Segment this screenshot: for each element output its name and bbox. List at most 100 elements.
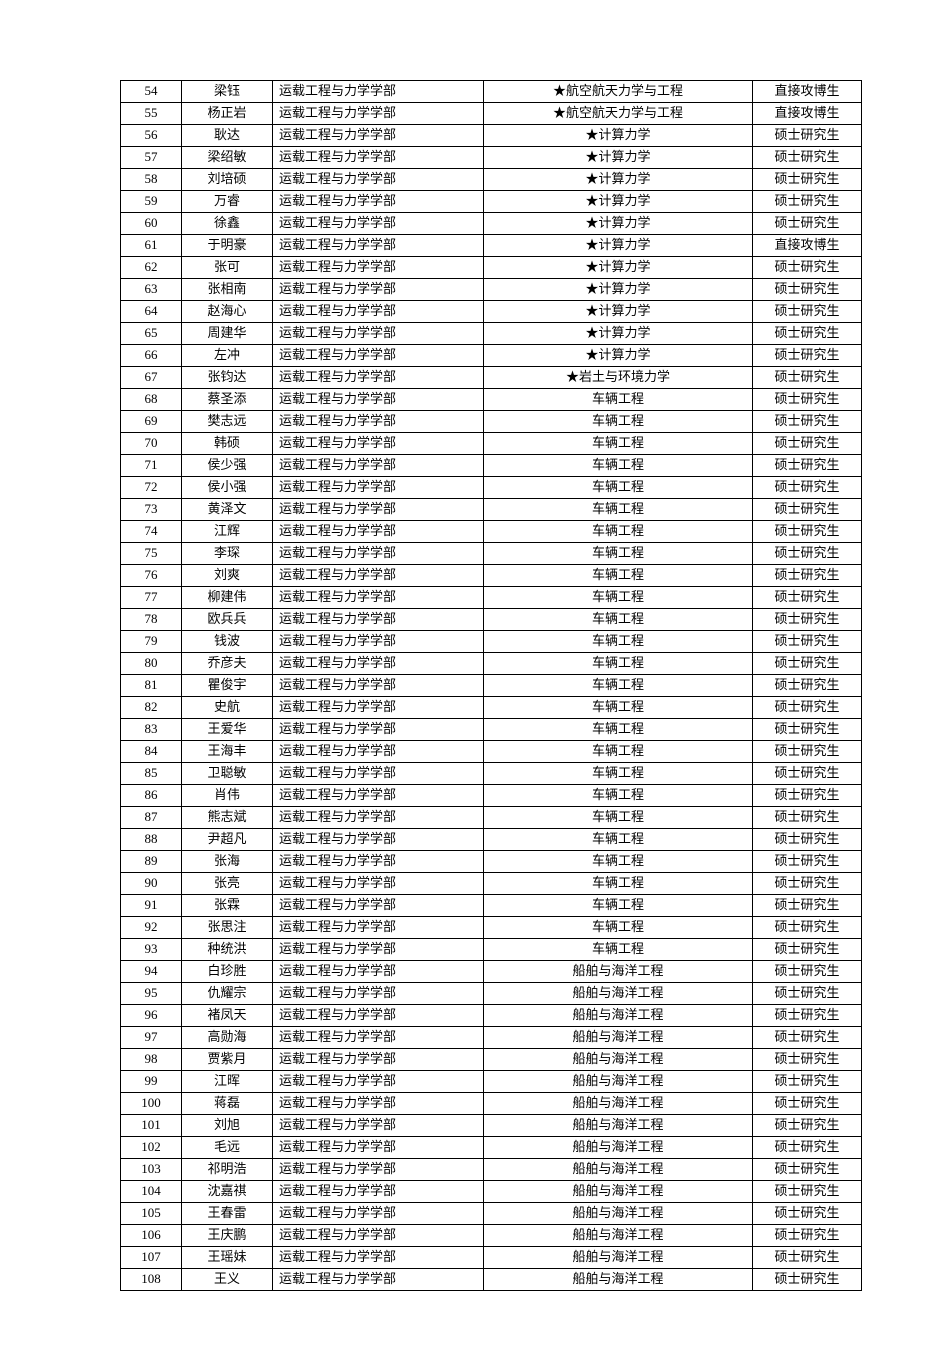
cell-type: 硕士研究生 (753, 411, 862, 433)
cell-department: 运载工程与力学学部 (273, 543, 484, 565)
cell-major: 船舶与海洋工程 (484, 1115, 753, 1137)
cell-department: 运载工程与力学学部 (273, 653, 484, 675)
table-row: 90张亮运载工程与力学学部车辆工程硕士研究生 (121, 873, 862, 895)
cell-major: 船舶与海洋工程 (484, 1225, 753, 1247)
cell-name: 张霖 (182, 895, 273, 917)
cell-type: 硕士研究生 (753, 477, 862, 499)
cell-department: 运载工程与力学学部 (273, 785, 484, 807)
cell-major: 船舶与海洋工程 (484, 1049, 753, 1071)
table-row: 78欧兵兵运载工程与力学学部车辆工程硕士研究生 (121, 609, 862, 631)
cell-department: 运载工程与力学学部 (273, 1159, 484, 1181)
cell-major: 船舶与海洋工程 (484, 1005, 753, 1027)
cell-major: 车辆工程 (484, 521, 753, 543)
cell-type: 硕士研究生 (753, 389, 862, 411)
cell-name: 褚凤天 (182, 1005, 273, 1027)
cell-major: 车辆工程 (484, 587, 753, 609)
cell-type: 硕士研究生 (753, 169, 862, 191)
cell-index: 92 (121, 917, 182, 939)
cell-major: 车辆工程 (484, 917, 753, 939)
cell-department: 运载工程与力学学部 (273, 675, 484, 697)
cell-index: 91 (121, 895, 182, 917)
cell-index: 97 (121, 1027, 182, 1049)
cell-department: 运载工程与力学学部 (273, 81, 484, 103)
table-row: 72侯小强运载工程与力学学部车辆工程硕士研究生 (121, 477, 862, 499)
cell-index: 104 (121, 1181, 182, 1203)
page-content: 54梁钰运载工程与力学学部★航空航天力学与工程直接攻博生55杨正岩运载工程与力学… (0, 0, 945, 1371)
cell-index: 61 (121, 235, 182, 257)
cell-department: 运载工程与力学学部 (273, 125, 484, 147)
cell-department: 运载工程与力学学部 (273, 719, 484, 741)
table-row: 86肖伟运载工程与力学学部车辆工程硕士研究生 (121, 785, 862, 807)
cell-type: 硕士研究生 (753, 785, 862, 807)
table-row: 62张可运载工程与力学学部★计算力学硕士研究生 (121, 257, 862, 279)
cell-name: 王海丰 (182, 741, 273, 763)
cell-department: 运载工程与力学学部 (273, 851, 484, 873)
cell-major: 车辆工程 (484, 829, 753, 851)
cell-name: 张可 (182, 257, 273, 279)
cell-name: 刘培硕 (182, 169, 273, 191)
cell-major: 船舶与海洋工程 (484, 1027, 753, 1049)
cell-name: 耿达 (182, 125, 273, 147)
cell-department: 运载工程与力学学部 (273, 279, 484, 301)
cell-type: 硕士研究生 (753, 895, 862, 917)
table-row: 66左冲运载工程与力学学部★计算力学硕士研究生 (121, 345, 862, 367)
cell-name: 王春雷 (182, 1203, 273, 1225)
cell-department: 运载工程与力学学部 (273, 433, 484, 455)
cell-department: 运载工程与力学学部 (273, 389, 484, 411)
table-row: 85卫聪敏运载工程与力学学部车辆工程硕士研究生 (121, 763, 862, 785)
cell-type: 硕士研究生 (753, 1203, 862, 1225)
table-row: 93种统洪运载工程与力学学部车辆工程硕士研究生 (121, 939, 862, 961)
cell-major: ★计算力学 (484, 257, 753, 279)
cell-major: 船舶与海洋工程 (484, 1137, 753, 1159)
cell-name: 贾紫月 (182, 1049, 273, 1071)
cell-name: 张海 (182, 851, 273, 873)
cell-index: 99 (121, 1071, 182, 1093)
table-row: 95仇耀宗运载工程与力学学部船舶与海洋工程硕士研究生 (121, 983, 862, 1005)
cell-major: 车辆工程 (484, 741, 753, 763)
cell-type: 硕士研究生 (753, 1247, 862, 1269)
cell-major: ★计算力学 (484, 301, 753, 323)
cell-name: 钱波 (182, 631, 273, 653)
cell-major: ★计算力学 (484, 323, 753, 345)
cell-type: 硕士研究生 (753, 147, 862, 169)
table-row: 74江辉运载工程与力学学部车辆工程硕士研究生 (121, 521, 862, 543)
table-row: 67张钧达运载工程与力学学部★岩土与环境力学硕士研究生 (121, 367, 862, 389)
cell-index: 88 (121, 829, 182, 851)
cell-major: ★计算力学 (484, 191, 753, 213)
cell-type: 硕士研究生 (753, 499, 862, 521)
cell-major: 车辆工程 (484, 807, 753, 829)
cell-name: 江晖 (182, 1071, 273, 1093)
table-row: 64赵海心运载工程与力学学部★计算力学硕士研究生 (121, 301, 862, 323)
cell-department: 运载工程与力学学部 (273, 983, 484, 1005)
table-row: 59万睿运载工程与力学学部★计算力学硕士研究生 (121, 191, 862, 213)
cell-type: 硕士研究生 (753, 697, 862, 719)
cell-type: 硕士研究生 (753, 1115, 862, 1137)
cell-type: 硕士研究生 (753, 1181, 862, 1203)
cell-index: 70 (121, 433, 182, 455)
cell-department: 运载工程与力学学部 (273, 1093, 484, 1115)
cell-index: 86 (121, 785, 182, 807)
cell-type: 硕士研究生 (753, 1049, 862, 1071)
cell-index: 94 (121, 961, 182, 983)
cell-department: 运载工程与力学学部 (273, 235, 484, 257)
cell-index: 87 (121, 807, 182, 829)
cell-name: 柳建伟 (182, 587, 273, 609)
cell-department: 运载工程与力学学部 (273, 587, 484, 609)
table-row: 99江晖运载工程与力学学部船舶与海洋工程硕士研究生 (121, 1071, 862, 1093)
cell-major: 车辆工程 (484, 543, 753, 565)
cell-type: 硕士研究生 (753, 1093, 862, 1115)
cell-index: 60 (121, 213, 182, 235)
cell-department: 运载工程与力学学部 (273, 1005, 484, 1027)
cell-name: 王义 (182, 1269, 273, 1291)
cell-type: 硕士研究生 (753, 675, 862, 697)
cell-major: 船舶与海洋工程 (484, 961, 753, 983)
cell-major: 车辆工程 (484, 719, 753, 741)
cell-name: 瞿俊宇 (182, 675, 273, 697)
cell-department: 运载工程与力学学部 (273, 1115, 484, 1137)
table-row: 98贾紫月运载工程与力学学部船舶与海洋工程硕士研究生 (121, 1049, 862, 1071)
cell-index: 78 (121, 609, 182, 631)
cell-department: 运载工程与力学学部 (273, 301, 484, 323)
cell-type: 硕士研究生 (753, 983, 862, 1005)
table-row: 68蔡圣添运载工程与力学学部车辆工程硕士研究生 (121, 389, 862, 411)
cell-type: 硕士研究生 (753, 367, 862, 389)
